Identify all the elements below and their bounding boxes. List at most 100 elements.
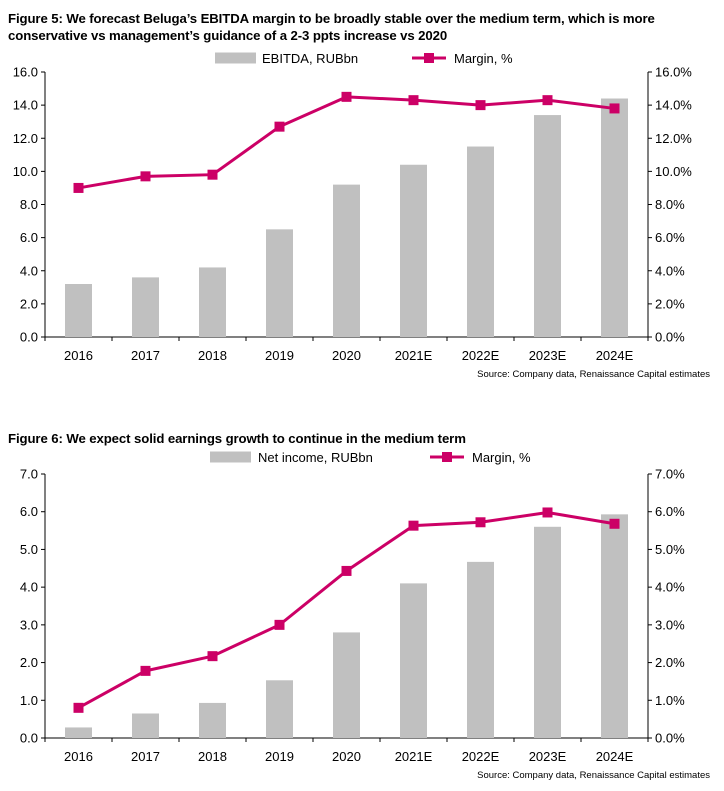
bar [333,184,360,337]
y-tick-label-left: 7.0 [20,467,38,482]
x-tick-label: 2021E [395,348,433,363]
y-tick-label-right: 4.0% [655,580,685,595]
x-tick-label: 2022E [462,348,500,363]
x-tick-label: 2016 [64,348,93,363]
y-tick-label-right: 14.0% [655,98,692,113]
x-tick-label: 2023E [529,348,567,363]
source-note: Source: Company data, Renaissance Capita… [477,770,710,781]
margin-point [408,520,419,531]
y-tick-label-left: 1.0 [20,693,38,708]
bar [333,632,360,738]
y-tick-label-left: 8.0 [20,197,38,212]
bar [467,146,494,337]
bar [534,526,561,738]
source-note: Source: Company data, Renaissance Capita… [477,369,710,380]
y-tick-label-left: 0.0 [20,731,38,746]
x-tick-label: 2024E [596,749,634,764]
legend-line-label: Margin, % [454,51,513,66]
y-tick-label-right: 10.0% [655,164,692,179]
margin-point [341,565,352,576]
bar [534,115,561,337]
y-tick-label-left: 16.0 [13,65,38,80]
x-tick-label: 2024E [596,348,634,363]
bar [601,98,628,337]
x-tick-label: 2017 [131,749,160,764]
bar [601,514,628,738]
y-tick-label-left: 2.0 [20,655,38,670]
y-tick-label-left: 0.0 [20,330,38,345]
chart-title: Figure 5: We forecast Beluga’s EBITDA ma… [8,11,655,43]
legend-line-marker [424,53,434,63]
y-tick-label-right: 2.0% [655,655,685,670]
y-tick-label-left: 2.0 [20,296,38,311]
margin-point [542,95,553,106]
legend-line-marker [442,452,452,462]
figure-5: Figure 5: We forecast Beluga’s EBITDA ma… [0,0,724,390]
bar [132,277,159,337]
margin-point [140,665,151,676]
x-tick-label: 2016 [64,749,93,764]
x-tick-label: 2021E [395,749,433,764]
x-tick-label: 2018 [198,749,227,764]
y-tick-label-left: 4.0 [20,580,38,595]
bar [65,727,92,738]
margin-point [408,95,419,106]
y-tick-label-left: 6.0 [20,230,38,245]
bar [199,702,226,738]
margin-point [542,507,553,518]
y-tick-label-left: 14.0 [13,98,38,113]
y-tick-label-right: 0.0% [655,330,685,345]
y-tick-label-left: 4.0 [20,263,38,278]
y-tick-label-right: 4.0% [655,263,685,278]
margin-point [475,100,486,111]
x-tick-label: 2020 [332,348,361,363]
x-tick-label: 2022E [462,749,500,764]
bar [199,267,226,337]
figure-6: Figure 6: We expect solid earnings growt… [0,420,724,791]
y-tick-label-right: 8.0% [655,197,685,212]
bar [400,164,427,337]
y-tick-label-left: 10.0 [13,164,38,179]
legend-line-label: Margin, % [472,450,531,465]
margin-point [207,169,218,180]
legend-bar-swatch [210,451,251,463]
margin-point [609,103,620,114]
y-tick-label-right: 2.0% [655,296,685,311]
y-tick-label-right: 3.0% [655,617,685,632]
legend-bar-label: EBITDA, RUBbn [262,51,358,66]
net-income-chart: Net income, RUBbn Margin, % 0.0 1.0 2.0 3.0 4.… [20,450,685,764]
bar [400,583,427,738]
y-tick-label-right: 5.0% [655,542,685,557]
margin-point [475,517,486,528]
ebitda-chart: EBITDA, RUBbn Margin, % 0.0 2.0 4.0 6.0 8.0 10.… [13,51,693,363]
margin-point [207,651,218,662]
x-tick-label: 2019 [265,749,294,764]
x-tick-label: 2020 [332,749,361,764]
y-tick-label-right: 7.0% [655,467,685,482]
legend-bar-label: Net income, RUBbn [258,450,373,465]
x-tick-label: 2023E [529,749,567,764]
margin-point [73,182,84,193]
bar [266,229,293,337]
x-tick-label: 2017 [131,348,160,363]
margin-point [274,121,285,132]
x-tick-label: 2018 [198,348,227,363]
y-tick-label-left: 5.0 [20,542,38,557]
y-tick-label-left: 3.0 [20,617,38,632]
bar [266,680,293,738]
legend-bar-swatch [215,52,256,64]
y-tick-label-right: 16.0% [655,65,692,80]
margin-point [274,619,285,630]
chart-title: Figure 6: We expect solid earnings growt… [8,431,466,446]
margin-point [341,91,352,102]
bar [65,284,92,337]
y-tick-label-right: 6.0% [655,230,685,245]
y-tick-label-right: 6.0% [655,504,685,519]
bar [132,713,159,738]
y-tick-label-right: 0.0% [655,731,685,746]
bar [467,561,494,738]
y-tick-label-right: 12.0% [655,131,692,146]
margin-point [609,518,620,529]
y-tick-label-left: 6.0 [20,504,38,519]
x-tick-label: 2019 [265,348,294,363]
